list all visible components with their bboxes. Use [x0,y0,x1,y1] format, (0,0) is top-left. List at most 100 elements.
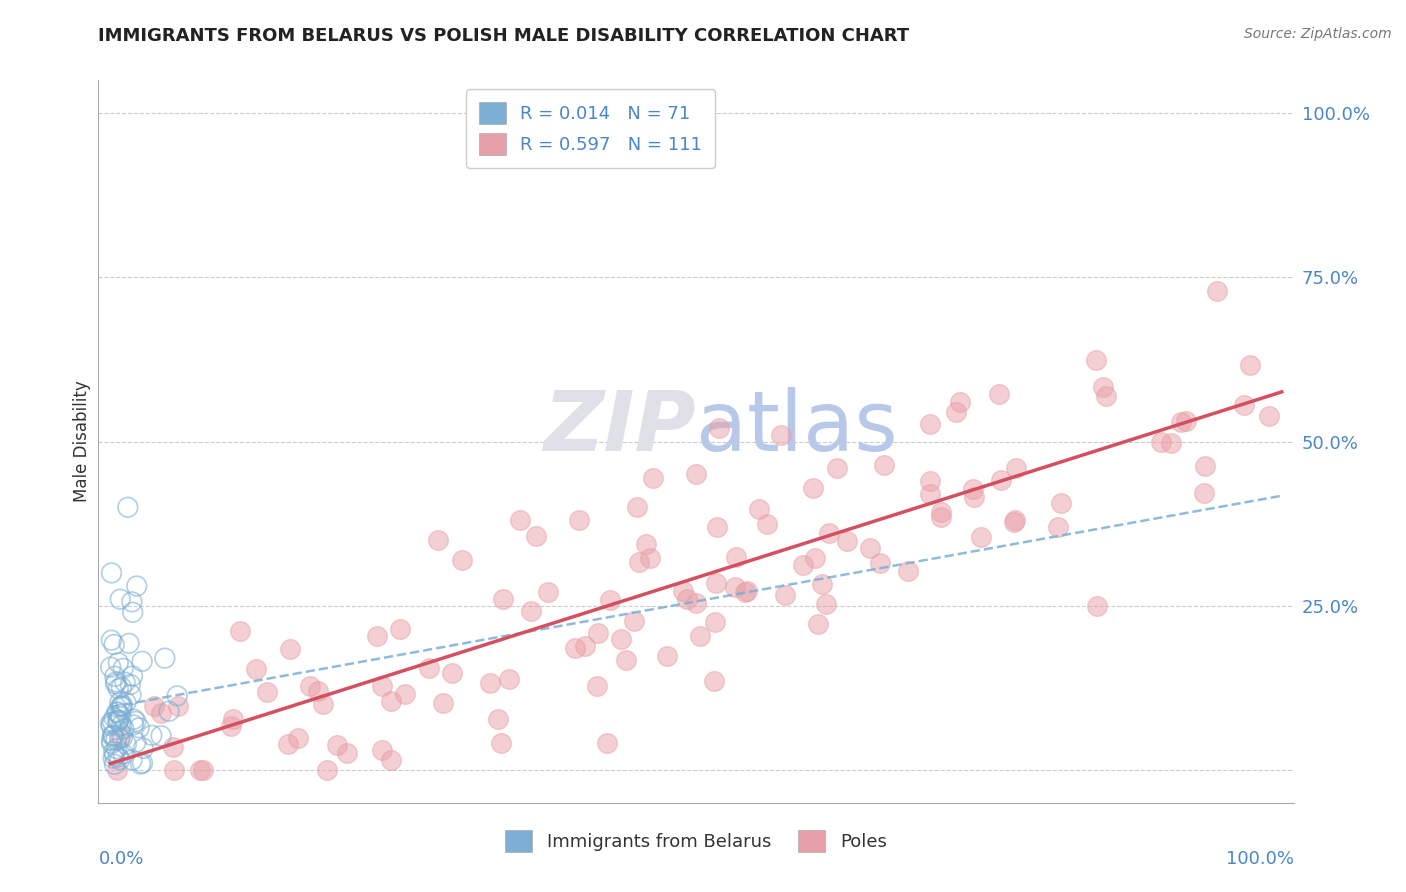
Point [132,741,155,756]
Point [107,714,129,729]
Point [280,641,302,656]
Point [450,553,472,567]
Point [107,714,129,728]
Point [101,714,124,729]
Point [748,502,770,516]
Point [735,583,758,598]
Point [103,745,125,759]
Point [704,615,727,630]
Point [524,528,547,542]
Point [143,699,166,714]
Point [105,763,128,777]
Point [108,731,131,746]
Point [929,510,952,524]
Point [101,728,124,742]
Point [492,592,515,607]
Point [873,458,896,472]
Point [962,490,984,504]
Point [325,738,347,752]
Point [121,669,143,683]
Point [112,722,135,736]
Point [307,683,329,698]
Point [1232,398,1254,412]
Text: atlas: atlas [696,386,897,467]
Point [125,735,148,749]
Point [163,763,186,777]
Point [108,713,131,727]
Point [1085,352,1108,367]
Point [104,677,127,691]
Point [336,746,359,760]
Point [1095,388,1118,402]
Point [623,615,645,629]
Point [869,556,891,570]
Point [141,728,163,742]
Text: Source: ZipAtlas.com: Source: ZipAtlas.com [1244,27,1392,41]
Point [104,674,127,689]
Point [112,747,135,761]
Point [814,597,837,611]
Point [568,513,591,527]
Point [188,763,211,777]
Point [100,660,122,674]
Point [1239,358,1261,372]
Point [120,688,142,702]
Point [101,736,124,750]
Point [586,679,609,693]
Point [103,748,125,763]
Point [478,675,501,690]
Point [108,731,131,745]
Point [432,696,454,710]
Point [770,428,793,442]
Point [1004,512,1026,526]
Point [1192,486,1215,500]
Point [153,651,176,665]
Point [100,633,122,648]
Point [366,629,388,643]
Point [167,698,190,713]
Point [100,716,122,731]
Point [835,534,858,549]
Point [756,517,779,532]
Point [811,577,834,591]
Point [706,519,728,533]
Point [918,417,941,431]
Point [440,666,463,681]
Point [537,585,560,599]
Point [643,471,665,485]
Point [596,736,619,750]
Point [626,500,648,515]
Point [114,675,136,690]
Point [724,580,747,594]
Point [112,661,135,675]
Point [775,588,797,602]
Point [110,710,132,724]
Point [125,579,148,593]
Point [655,648,678,663]
Point [110,718,132,732]
Point [108,695,131,709]
Point [312,697,335,711]
Point [107,656,129,670]
Point [1005,460,1028,475]
Point [1091,380,1114,394]
Point [858,541,880,555]
Point [131,654,153,668]
Point [157,704,180,718]
Point [1047,520,1070,534]
Point [1150,435,1173,450]
Point [1170,416,1192,430]
Point [150,729,173,743]
Point [122,712,145,726]
Point [685,596,707,610]
Point [509,513,531,527]
Point [586,625,609,640]
Point [962,482,984,496]
Point [229,624,252,638]
Point [970,530,993,544]
Point [256,685,278,699]
Point [1050,496,1073,510]
Point [128,721,150,735]
Text: 100.0%: 100.0% [1226,850,1294,868]
Point [149,706,172,720]
